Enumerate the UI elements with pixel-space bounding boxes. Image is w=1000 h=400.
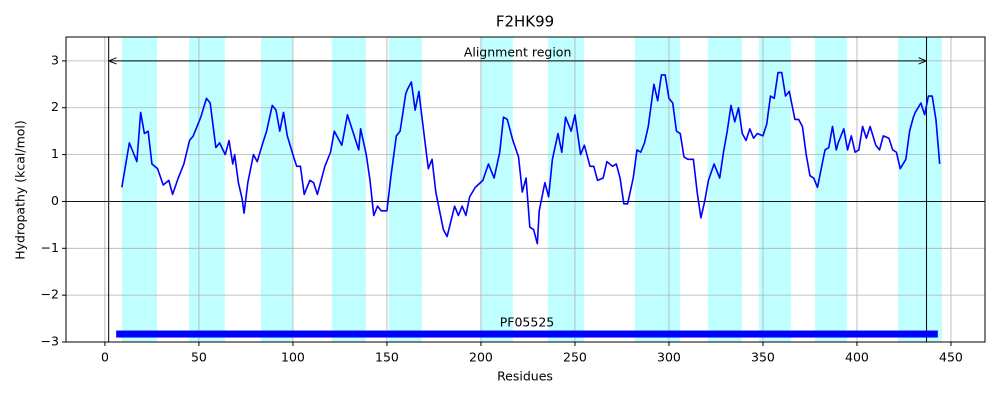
x-tick-label: 0	[101, 350, 109, 365]
y-tick-label: −1	[41, 240, 59, 255]
x-axis-label: Residues	[497, 369, 553, 384]
y-tick-label: −3	[41, 334, 59, 349]
highlight-span	[897, 37, 942, 342]
highlight-span	[480, 37, 513, 342]
x-tick-label: 200	[469, 350, 493, 365]
x-tick-label: 450	[939, 350, 963, 365]
y-tick-label: 0	[51, 193, 59, 208]
highlight-span	[634, 37, 681, 342]
x-tick-label: 300	[657, 350, 681, 365]
y-tick-label: 1	[51, 146, 59, 161]
highlight-span	[188, 37, 225, 342]
y-tick-label: 2	[51, 99, 59, 114]
domain-bar	[116, 330, 938, 338]
x-tick-label: 250	[563, 350, 587, 365]
alignment-label: Alignment region	[464, 44, 572, 59]
highlight-span	[388, 37, 422, 342]
highlight-span	[759, 37, 791, 342]
x-tick-label: 350	[751, 350, 775, 365]
highlight-span	[121, 37, 157, 342]
chart-title: F2HK99	[496, 13, 554, 31]
highlight-span	[331, 37, 366, 342]
x-tick-label: 150	[375, 350, 399, 365]
domain-label: PF05525	[500, 315, 555, 330]
highlight-span	[260, 37, 293, 342]
x-tick-label: 50	[191, 350, 207, 365]
y-tick-label: −2	[41, 287, 59, 302]
plot-frame	[65, 36, 986, 343]
highlight-span	[815, 37, 847, 342]
x-tick-label: 100	[281, 350, 305, 365]
highlight-span	[707, 37, 742, 342]
x-tick-label: 400	[845, 350, 869, 365]
hydropathy-line	[121, 71, 941, 245]
highlight-span	[547, 37, 584, 342]
y-tick-label: 3	[51, 52, 59, 67]
y-axis-label: Hydropathy (kcal/mol)	[13, 120, 28, 260]
